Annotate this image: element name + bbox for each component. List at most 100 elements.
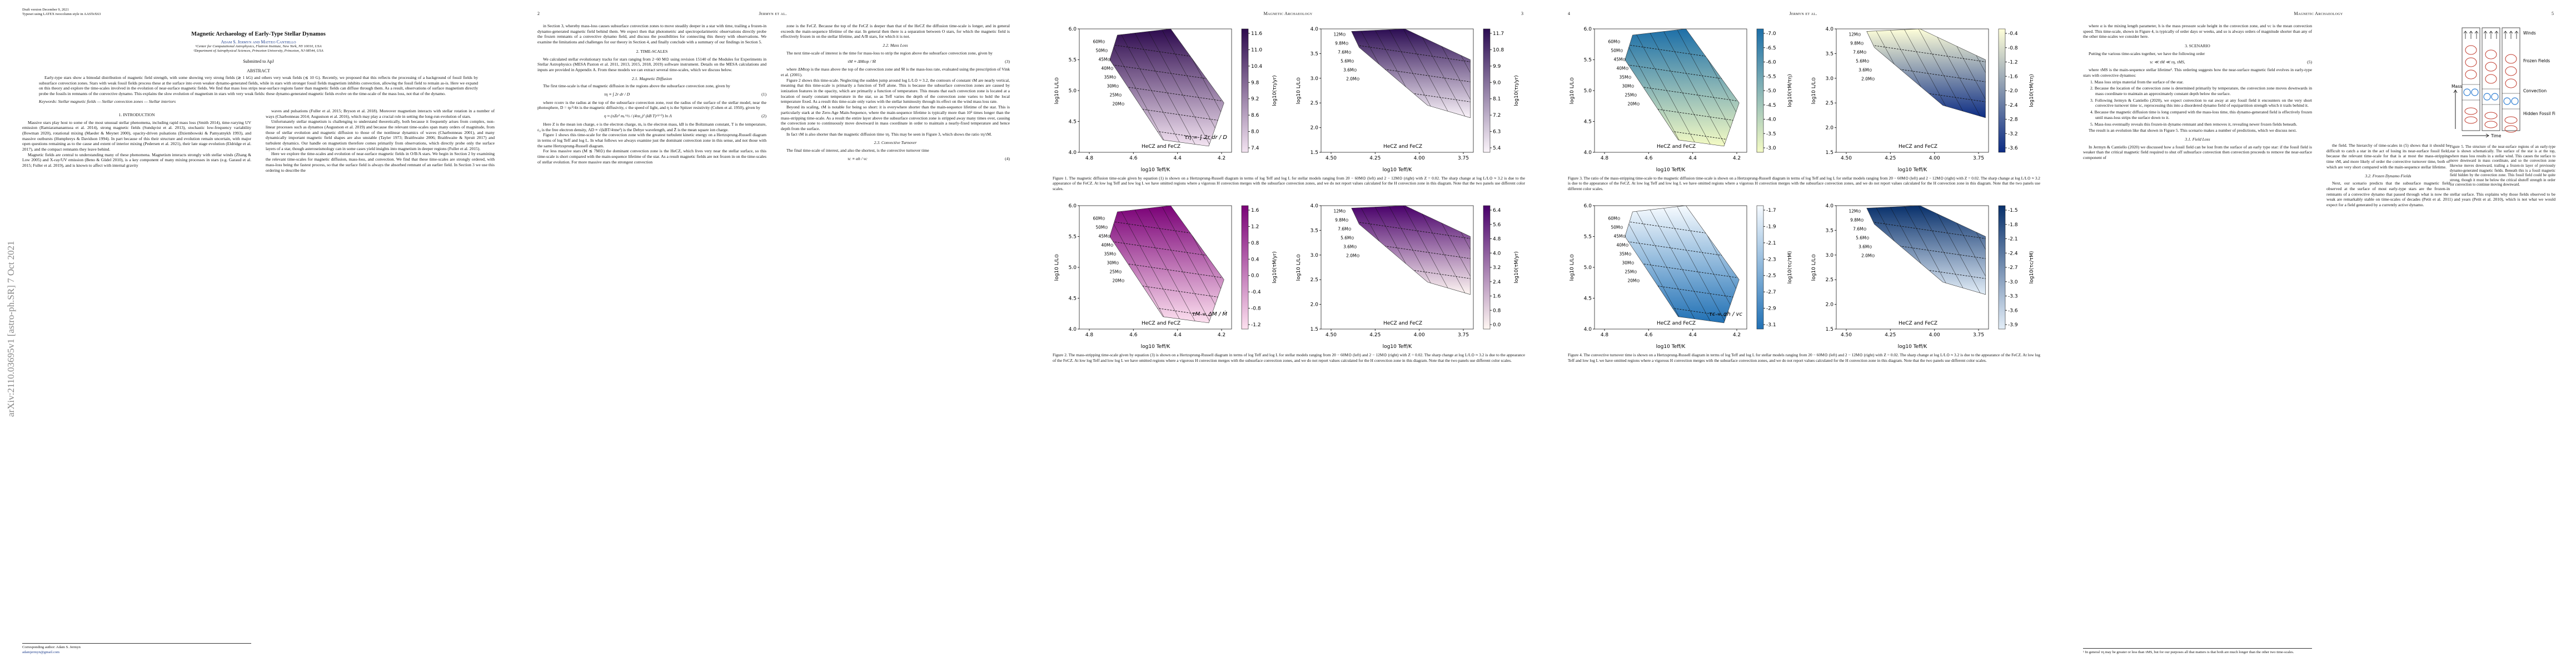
colorbar-tick-label: -7.0	[1766, 31, 1776, 37]
contour-line	[1625, 236, 1740, 260]
convection-cell	[2503, 97, 2511, 105]
colorbar-tick-label: -1.7	[1766, 208, 1776, 213]
frozen-field	[2465, 45, 2477, 55]
running-head: Jermyn et al.	[1789, 11, 1817, 16]
x-tick-label: 4.00	[1929, 332, 1940, 338]
track-line	[1662, 29, 1730, 146]
affiliation: ¹Center for Computational Astrophysics, …	[195, 44, 322, 48]
column: 1. INTRODUCTION Massive stars play host t…	[22, 108, 251, 173]
axis-label: Mass	[2452, 84, 2462, 89]
y-tick-label: 5.5	[1584, 58, 1592, 63]
colorbar-tick-label: -2.4	[2008, 103, 2018, 108]
mass-label: 12M⊙	[1848, 32, 1861, 37]
mass-label: 20M⊙	[1112, 102, 1124, 107]
subsection-heading: 3.1. Field Loss	[2185, 136, 2210, 142]
colorbar-tick-label: -6.5	[1766, 46, 1776, 51]
y-tick-label: 5.0	[1069, 88, 1077, 94]
colorbar-tick-label: 0.0	[1493, 322, 1501, 328]
colorbar-tick-label: -3.0	[1766, 146, 1776, 151]
y-tick-label: 4.0	[1069, 327, 1077, 332]
region-label: HeCZ and FeCZ	[1383, 144, 1422, 150]
colorbar-tick-label: 0.4	[1251, 257, 1259, 263]
figure-caption: Figure 3. The ratio of the mass-strippin…	[1568, 176, 2040, 191]
column-frame	[2482, 27, 2500, 131]
hr-diagram-panel: 1.5 2.0 2.5 3.0 3.5 4.0 4.50 4.25 4.00 3.75 log10 …	[1296, 27, 1519, 173]
colorbar-tick-label: 11.6	[1251, 31, 1262, 37]
x-tick-label: 4.6	[1645, 332, 1653, 338]
colorbar-tick-label: -3.0	[2008, 280, 2018, 285]
wind-arrow	[2503, 31, 2508, 39]
colorbar-tick-label: 0.8	[1251, 241, 1259, 246]
colorbar-tick-label: -0.8	[2008, 46, 2018, 51]
y-tick-label: 4.0	[1584, 150, 1592, 156]
y-tick-label: 1.5	[1311, 327, 1318, 332]
colorbar-tick-label: -2.9	[1766, 306, 1776, 312]
mass-label: 3.6M⊙	[1858, 245, 1872, 250]
mass-label: 2.0M⊙	[1346, 76, 1360, 81]
track-line	[1932, 206, 1986, 295]
x-tick-label: 3.75	[1973, 156, 1984, 161]
footnote: Corresponding author: Adam S. Jermyn adam…	[22, 643, 251, 655]
x-axis-label: log10 Teff/K	[1656, 344, 1686, 350]
paragraph: We calculated stellar evolutionary track…	[537, 56, 766, 72]
colorbar-tick-label: -2.0	[2008, 88, 2018, 94]
y-tick-label: 4.0	[1584, 327, 1592, 332]
track-line	[1947, 206, 1986, 295]
y-tick-label: 6.0	[1069, 203, 1077, 209]
x-tick-label: 4.25	[1369, 332, 1381, 338]
convection-cell	[2463, 88, 2471, 96]
title: Magnetic Archaeology of Early-Type Stell…	[191, 31, 326, 37]
y-axis-label: log10 L/L⊙	[1296, 77, 1302, 104]
mass-label: 5.6M⊙	[1856, 236, 1870, 241]
footnote-line: adamjermyn@gmail.com	[22, 650, 60, 654]
colorbar	[1241, 205, 1249, 330]
contour-line	[1866, 59, 1986, 83]
hr-diagram-panel: 1.5 2.0 2.5 3.0 3.5 4.0 4.50 4.25 4.00 3.75 log10 …	[1811, 203, 2035, 350]
mass-label: 30M⊙	[1622, 261, 1634, 266]
x-tick-label: 4.2	[1218, 156, 1225, 161]
y-tick-label: 4.5	[1584, 296, 1592, 302]
hr-diagram-panel: 4.0 4.5 5.0 5.5 6.0 4.8 4.6 4.4 4.2 log10 Teff/K l…	[1569, 27, 1793, 173]
region-label: HeCZ and FeCZ	[1142, 321, 1180, 326]
colorbar-label: log10(τη/yr)	[1272, 75, 1278, 106]
colorbar-tick-label: 7.2	[1493, 113, 1501, 118]
equation: η ≈ (πZe² mₑ^½ / (4πε₀)² (kB T)^³ᐟ²) ln …	[537, 111, 766, 122]
equation-body: τM ≡ ΔMtop / Ṁ	[848, 58, 876, 64]
contour-line	[1625, 99, 1740, 123]
x-tick-label: 4.50	[1326, 332, 1337, 338]
colorbar-tick-label: -2.3	[1766, 257, 1776, 263]
mass-arrow	[2453, 89, 2458, 129]
fossil-field	[2464, 116, 2478, 124]
x-tick-label: 4.25	[1885, 332, 1896, 338]
fossil-field	[2484, 121, 2498, 128]
paragraph: For less massive stars (M ≲ 7M⊙) the dom…	[537, 148, 766, 165]
paragraph: where τMS is the main-sequence stellar l…	[2083, 67, 2312, 78]
section-heading: 1. INTRODUCTION	[118, 112, 155, 117]
colorbar-tick-label: -3.6	[2008, 308, 2018, 313]
hr-diagram-panel: 4.0 4.5 5.0 5.5 6.0 4.8 4.6 4.4 4.2 log10 Teff/K l…	[1569, 203, 1793, 350]
x-axis-label: log10 Teff/K	[1141, 167, 1171, 173]
mass-label: 40M⊙	[1101, 66, 1113, 71]
running-head: 2	[537, 11, 540, 16]
equation: τc ≡ αh / vc (4)	[781, 153, 1010, 165]
mass-label: 2.0M⊙	[1861, 253, 1875, 258]
mass-label: 12M⊙	[1333, 209, 1346, 214]
x-tick-label: 3.75	[1458, 332, 1469, 338]
figure: 4.0 4.5 5.0 5.5 6.0 4.8 4.6 4.4 4.2 log10 Teff/K l…	[1568, 200, 2040, 363]
list-item: 3. Following Jermyn & Cantiello (2020), …	[2090, 97, 2312, 108]
spacer	[2326, 23, 2450, 143]
equation: τM ≡ ΔMtop / Ṁ (3)	[781, 56, 1010, 67]
y-tick-label: 3.0	[1826, 76, 1834, 82]
mass-label: 50M⊙	[1095, 48, 1108, 53]
mass-label: 40M⊙	[1616, 66, 1628, 71]
mass-label: 60M⊙	[1608, 216, 1620, 221]
x-tick-label: 4.00	[1929, 156, 1940, 161]
contour-line	[1625, 296, 1740, 320]
colorbar-label: log10(τη/yr)	[1514, 75, 1519, 106]
y-tick-label: 6.0	[1069, 27, 1077, 32]
y-axis-label: log10 L/L⊙	[1569, 254, 1575, 281]
track-line	[1417, 206, 1471, 295]
colorbar-tick-label: 1.6	[1493, 294, 1501, 300]
y-tick-label: 1.5	[1311, 150, 1318, 156]
fossil-field	[2504, 116, 2518, 124]
